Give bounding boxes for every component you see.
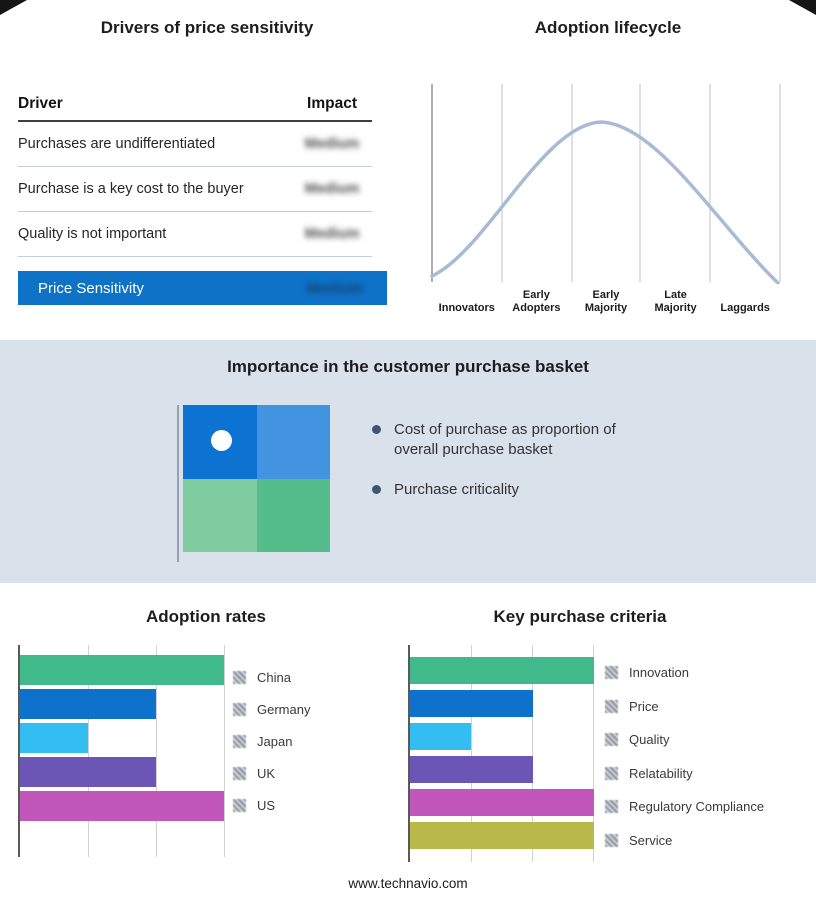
bar-uk (20, 757, 156, 787)
gridline (224, 645, 225, 857)
legend-item: Regulatory Compliance (605, 790, 764, 824)
purchase-basket-section: Importance in the customer purchase bask… (0, 340, 816, 583)
adoption-rates-legend: China Germany Japan UK US (233, 661, 310, 821)
list-item: Purchase criticality (372, 480, 644, 500)
impact-value-redacted: Medium (304, 226, 360, 242)
gridline (471, 645, 472, 862)
legend-swatch-icon (605, 800, 618, 814)
column-impact: Impact (307, 95, 357, 112)
bar-china (20, 655, 224, 685)
stage-early-adopters: Early Adopters (512, 288, 561, 315)
legend-item: Innovation (605, 656, 764, 690)
gridline (88, 645, 89, 857)
bullet-text: Cost of purchase as proportion of overal… (394, 421, 616, 458)
quad-tl (183, 405, 257, 479)
bar-price (410, 690, 533, 717)
lifecycle-stage-labels: Innovators Early Adopters Early Majority L… (432, 286, 780, 316)
bar-germany (20, 689, 156, 719)
legend-swatch-icon (605, 699, 618, 713)
legend-swatch-icon (605, 666, 618, 680)
gridline (156, 645, 157, 857)
bar-regulatory-compliance (410, 789, 594, 816)
basket-bullet-list: Cost of purchase as proportion of overal… (372, 420, 644, 521)
drivers-panel-title: Drivers of price sensitivity (100, 18, 314, 37)
bar-japan (20, 723, 88, 753)
legend-swatch-icon (605, 833, 618, 847)
stage-late-majority: Late Majority (654, 288, 697, 315)
drivers-table-header: Driver Impact (18, 88, 372, 122)
bar-us (20, 791, 224, 821)
bullet-icon (372, 425, 381, 434)
legend-item: Relatability (605, 757, 764, 791)
legend-swatch-icon (605, 733, 618, 747)
stage-early-majority: Early Majority (584, 288, 628, 315)
drivers-table: Driver Impact Purchases are undifferenti… (18, 88, 372, 257)
legend-item: Japan (233, 725, 310, 757)
lifecycle-plot (430, 84, 781, 284)
stage-laggards: Laggards (720, 302, 770, 315)
table-row: Purchases are undifferentiated Medium (18, 122, 372, 167)
bar-innovation (410, 657, 594, 684)
list-item: Cost of purchase as proportion of overal… (372, 420, 644, 459)
legend-item: UK (233, 757, 310, 789)
column-driver: Driver (18, 95, 63, 112)
driver-label: Quality is not important (18, 226, 167, 242)
legend-swatch-icon (233, 766, 246, 780)
impact-value-redacted: Medium (304, 136, 360, 152)
bar-quality (410, 723, 472, 750)
gridline (532, 645, 533, 862)
impact-value-redacted: Medium (306, 279, 364, 297)
legend-item: Germany (233, 693, 310, 725)
legend-item: Service (605, 824, 764, 858)
legend-item: US (233, 789, 310, 821)
bar-relatability (410, 756, 533, 783)
purchase-basket-quadrant (183, 405, 330, 552)
driver-label: Purchase is a key cost to the buyer (18, 181, 244, 197)
legend-swatch-icon (605, 766, 618, 780)
impact-value-redacted: Medium (304, 181, 360, 197)
corner-triangle-right (789, 0, 816, 15)
driver-label: Purchases are undifferentiated (18, 136, 216, 152)
quadrant-axis (177, 405, 179, 562)
price-sensitivity-label: Price Sensitivity (38, 279, 144, 297)
adoption-lifecycle-chart: Innovators Early Adopters Early Majority L… (425, 84, 787, 316)
bullet-icon (372, 485, 381, 494)
quad-br (256, 478, 330, 552)
position-marker-dot (211, 430, 232, 451)
quad-tr (256, 405, 330, 479)
price-sensitivity-bar: Price Sensitivity Medium (18, 271, 387, 305)
legend-swatch-icon (233, 702, 246, 716)
stage-innovators: Innovators (438, 302, 495, 315)
bar-service (410, 822, 594, 849)
legend-swatch-icon (233, 798, 246, 812)
legend-swatch-icon (233, 734, 246, 748)
key-purchase-criteria-title: Key purchase criteria (493, 607, 667, 626)
key-purchase-criteria-legend: Innovation Price Quality Relatability Re… (605, 656, 764, 857)
legend-item: China (233, 661, 310, 693)
adoption-rates-chart (18, 645, 225, 857)
corner-triangle-left (0, 0, 27, 15)
legend-item: Quality (605, 723, 764, 757)
gridline (593, 645, 594, 862)
lifecycle-panel-title: Adoption lifecycle (534, 18, 682, 37)
bullet-text: Purchase criticality (394, 481, 520, 498)
table-row: Quality is not important Medium (18, 212, 372, 257)
website-url: www.technavio.com (348, 876, 468, 891)
legend-item: Price (605, 690, 764, 724)
table-row: Purchase is a key cost to the buyer Medi… (18, 167, 372, 212)
key-purchase-criteria-chart (408, 645, 594, 862)
quad-bl (183, 478, 257, 552)
basket-title: Importance in the customer purchase bask… (227, 357, 589, 376)
adoption-rates-title: Adoption rates (146, 607, 266, 626)
legend-swatch-icon (233, 670, 246, 684)
lifecycle-curve (430, 120, 780, 284)
